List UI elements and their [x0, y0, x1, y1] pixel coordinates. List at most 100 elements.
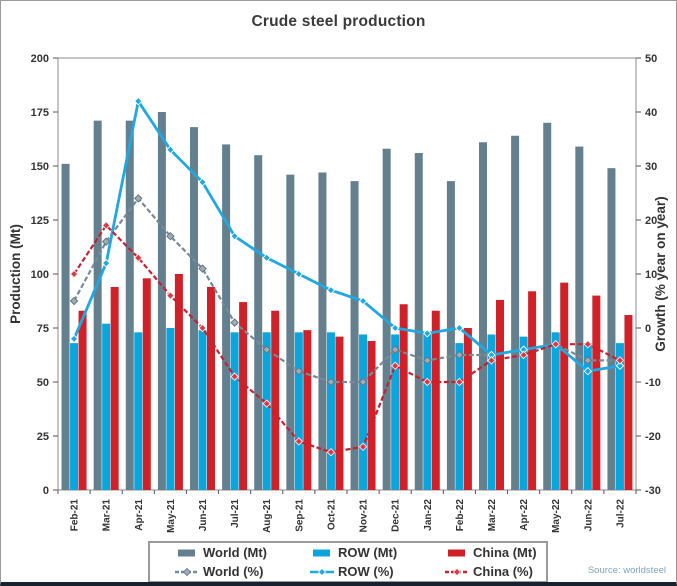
row-mt-bar [70, 343, 79, 490]
x-axis-tick-label: Nov-21 [359, 499, 370, 533]
row-mt-bar [359, 334, 368, 490]
world-mt-bar [93, 120, 102, 490]
world-marker [101, 237, 111, 246]
china-marker [423, 377, 432, 387]
china-marker [166, 291, 175, 300]
world-mt-bar [190, 127, 198, 491]
china-marker [326, 447, 336, 457]
left-axis-ticks: 0 25 50 75 100 125 150 175 200 [31, 53, 58, 497]
legend: World (Mt) ROW (Mt) China (Mt) World (%) ROW… [148, 541, 548, 582]
legend-item-row: ROW (%) [307, 564, 442, 579]
row-marker [423, 329, 432, 338]
china-mt-bar [78, 310, 87, 490]
row-path [72, 99, 621, 373]
china-marker [455, 377, 464, 387]
x-axis-tick-label: Jul-22 [615, 499, 626, 528]
world-mt-bar [511, 135, 520, 490]
row-marker [583, 366, 593, 376]
row-mt-bar [294, 332, 303, 490]
right-axis-tick-label: 10 [645, 269, 657, 281]
row-marker [615, 361, 625, 371]
x-axis-tick-label: Aug-21 [262, 499, 273, 533]
x-axis-tick-label: Feb-21 [70, 499, 81, 532]
china-mt-bar [463, 328, 472, 490]
right-axis-title: Growth (% year on year) [653, 196, 668, 351]
right-axis-ticks: -30 -20 -10 0 10 20 30 40 50 [636, 53, 661, 497]
china-mt-bar [110, 286, 119, 490]
china-marker [294, 437, 304, 446]
legend-label-row: ROW (%) [338, 564, 394, 579]
x-axis-tick-label: Jan-22 [423, 499, 434, 531]
china-mt-bar [399, 304, 408, 490]
world-marker [69, 296, 79, 306]
world-marker [423, 356, 432, 365]
legend-swatch-row [310, 567, 334, 576]
china-marker [358, 442, 368, 452]
left-axis-tick-label: 200 [31, 53, 49, 65]
row-marker [390, 323, 400, 333]
world-marker [166, 231, 175, 241]
world-mt-bar [318, 172, 327, 491]
legend-label-world: World (%) [203, 564, 264, 579]
china-marker [101, 221, 111, 230]
world-mt-bar [350, 181, 359, 490]
world-mt-bar [479, 142, 487, 491]
legend-item-world-mt: World (Mt) [172, 545, 307, 560]
china-mt-bars [78, 274, 633, 490]
world-mt-bar [157, 112, 166, 490]
world-mt-bar [125, 120, 134, 490]
x-axis-tick-label: Mar-22 [487, 499, 498, 532]
row-marker [69, 334, 79, 344]
x-axis-tick-label: Sep-21 [294, 499, 305, 532]
world-mt-bar [446, 181, 455, 490]
x-axis-ticks [57, 490, 637, 494]
world-marker [583, 356, 593, 365]
china-mt-bar [431, 310, 440, 490]
world-marker [455, 350, 464, 360]
row-mt-bar [583, 343, 592, 490]
row-mt-bar [230, 332, 239, 490]
world-mt-bars [61, 112, 616, 491]
x-axis-tick-label: Feb-22 [455, 499, 466, 532]
china-mt-bar [528, 291, 537, 490]
left-axis-tick-label: 0 [43, 485, 49, 497]
row-line [69, 96, 625, 376]
x-axis-labels: Feb-21 Mar-21 Apr-21 May-21 Jun-21 Jul-21 Aug-… [70, 499, 627, 533]
row-mt-bar [134, 332, 143, 490]
china-mt-bar [592, 295, 601, 490]
left-axis-tick-label: 150 [31, 161, 49, 173]
china-marker [198, 323, 207, 333]
left-axis-tick-label: 175 [31, 107, 49, 119]
china-mt-bar [367, 340, 376, 490]
row-mt-bar [519, 336, 528, 490]
china-marker [519, 350, 528, 360]
china-marker [230, 372, 239, 381]
legend-item-row-mt: ROW (Mt) [307, 545, 442, 560]
right-axis-tick-label: 20 [645, 215, 657, 227]
left-axis-tick-label: 75 [37, 323, 49, 335]
x-axis-tick-label: May-22 [551, 499, 562, 533]
world-mt-bar [286, 174, 295, 490]
row-marker [358, 296, 368, 306]
world-marker [134, 194, 143, 203]
china-mt-bar [271, 310, 280, 490]
row-mt-bar [487, 334, 496, 490]
row-mt-bar [551, 332, 560, 490]
right-axis-tick-label: 0 [645, 323, 651, 335]
world-marker [358, 377, 368, 387]
x-axis-tick-label: Jun-21 [198, 499, 209, 532]
row-marker [230, 231, 239, 241]
left-axis-title: Production (Mt) [8, 224, 23, 324]
world-mt-bar [575, 146, 584, 490]
row-mt-bar [423, 332, 432, 490]
china-mt-bar [624, 315, 633, 490]
world-mt-bar [61, 163, 70, 490]
legend-swatch-china-mt [448, 549, 465, 556]
china-mt-bar [560, 282, 569, 490]
china-line [69, 221, 625, 457]
x-axis-tick-label: Dec-21 [391, 499, 402, 532]
row-marker [455, 323, 464, 333]
china-mt-bar [239, 302, 248, 490]
world-marker [390, 345, 400, 354]
right-axis-tick-label: 40 [645, 107, 657, 119]
